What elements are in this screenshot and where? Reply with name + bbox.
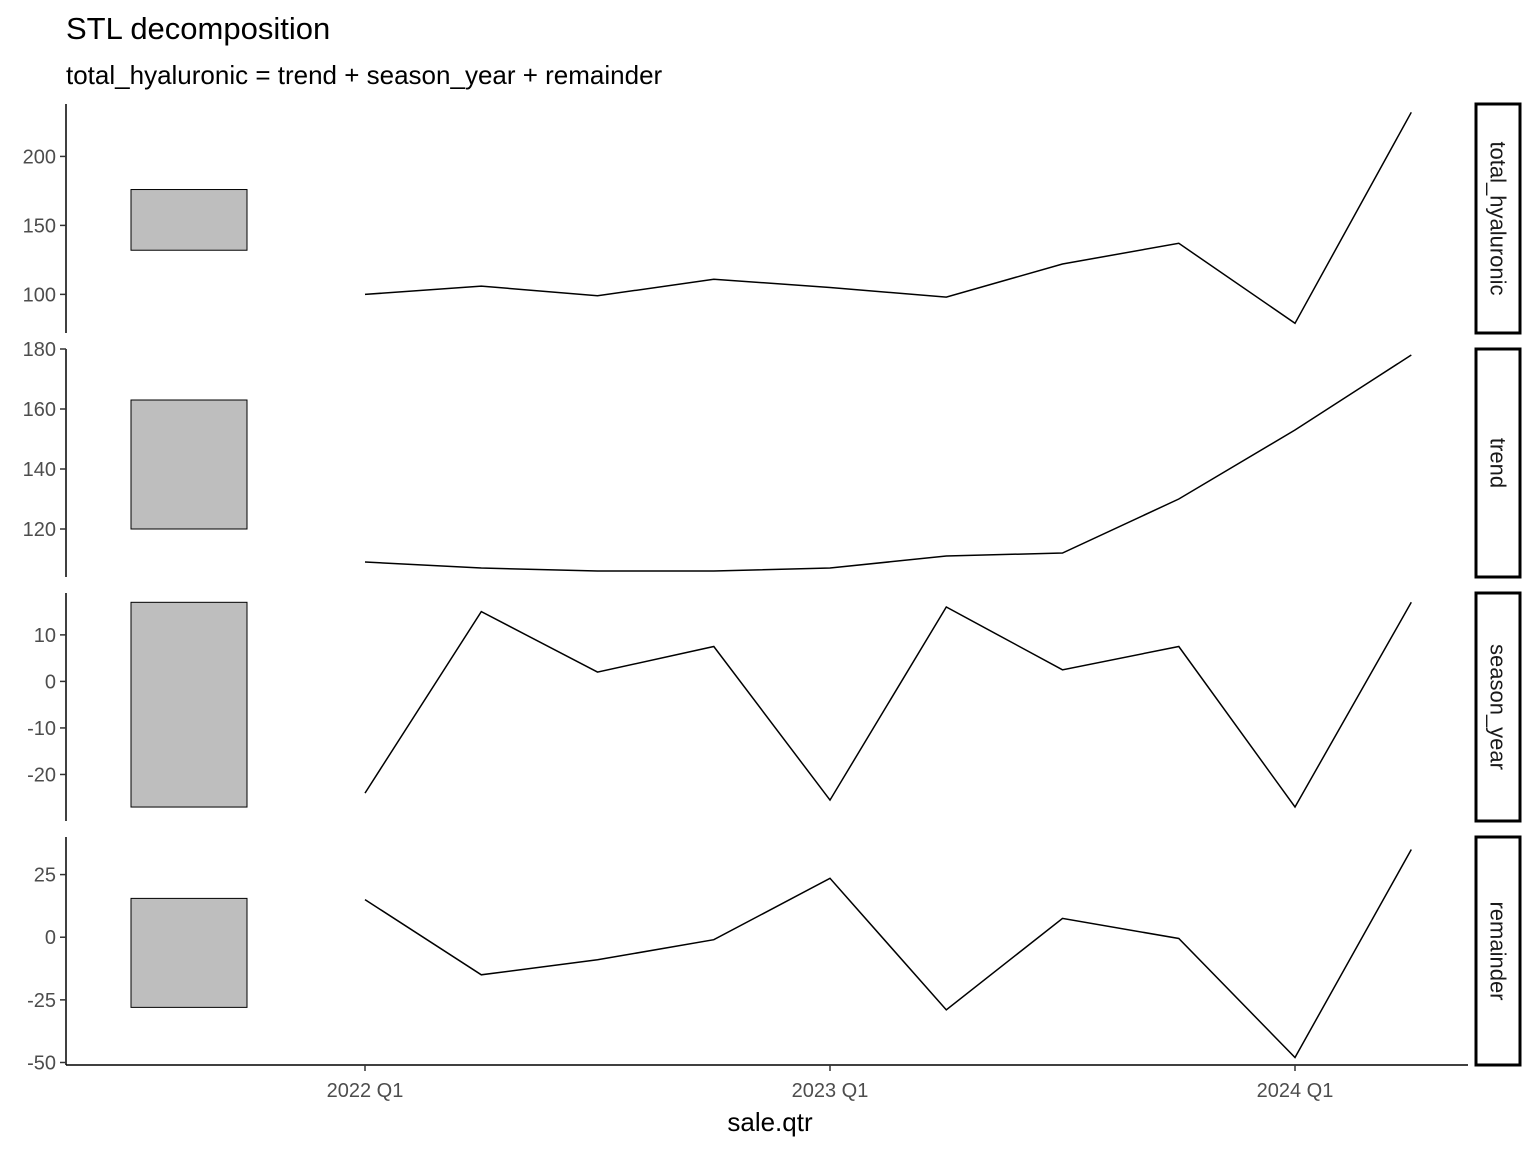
y-tick-label: -25 bbox=[27, 990, 56, 1012]
series-line-remainder bbox=[365, 850, 1411, 1058]
y-tick-label: 140 bbox=[23, 459, 56, 481]
x-tick-label: 2023 Q1 bbox=[792, 1080, 869, 1102]
facet-strip-label: season_year bbox=[1486, 644, 1511, 770]
y-tick-label: 10 bbox=[34, 625, 56, 647]
series-line-season_year bbox=[365, 602, 1411, 807]
x-tick-label: 2022 Q1 bbox=[327, 1080, 404, 1102]
scale-bar bbox=[131, 190, 247, 251]
y-tick-label: 150 bbox=[23, 215, 56, 237]
y-tick-label: 0 bbox=[45, 671, 56, 693]
panel-total_hyaluronic: 100 150 200 total_hyaluronic bbox=[23, 104, 1520, 333]
scale-bar bbox=[131, 400, 247, 529]
y-tick-label: 200 bbox=[23, 146, 56, 168]
y-tick-label: 180 bbox=[23, 339, 56, 361]
y-tick-label: -50 bbox=[27, 1052, 56, 1074]
panel-remainder: -50 -25 0 25 remainder bbox=[27, 837, 1520, 1074]
x-tick-label: 2024 Q1 bbox=[1257, 1080, 1334, 1102]
facet-strip-label: trend bbox=[1486, 438, 1511, 488]
scale-bar bbox=[131, 898, 247, 1007]
facet-strip-label: remainder bbox=[1486, 901, 1511, 1000]
facet-strip-label: total_hyaluronic bbox=[1486, 141, 1511, 295]
y-tick-label: 100 bbox=[23, 284, 56, 306]
series-line-trend bbox=[365, 355, 1411, 571]
y-tick-label: 160 bbox=[23, 399, 56, 421]
y-tick-label: -20 bbox=[27, 764, 56, 786]
y-tick-label: -10 bbox=[27, 718, 56, 740]
y-tick-label: 0 bbox=[45, 927, 56, 949]
y-tick-label: 120 bbox=[23, 519, 56, 541]
scale-bar bbox=[131, 602, 247, 807]
x-axis-title: sale.qtr bbox=[727, 1107, 813, 1137]
y-tick-label: 25 bbox=[34, 865, 56, 887]
panel-trend: 120 140 160 180 trend bbox=[23, 339, 1520, 577]
panel-season_year: -20 -10 0 10 season_year bbox=[27, 593, 1520, 821]
series-line-total_hyaluronic bbox=[365, 112, 1411, 323]
